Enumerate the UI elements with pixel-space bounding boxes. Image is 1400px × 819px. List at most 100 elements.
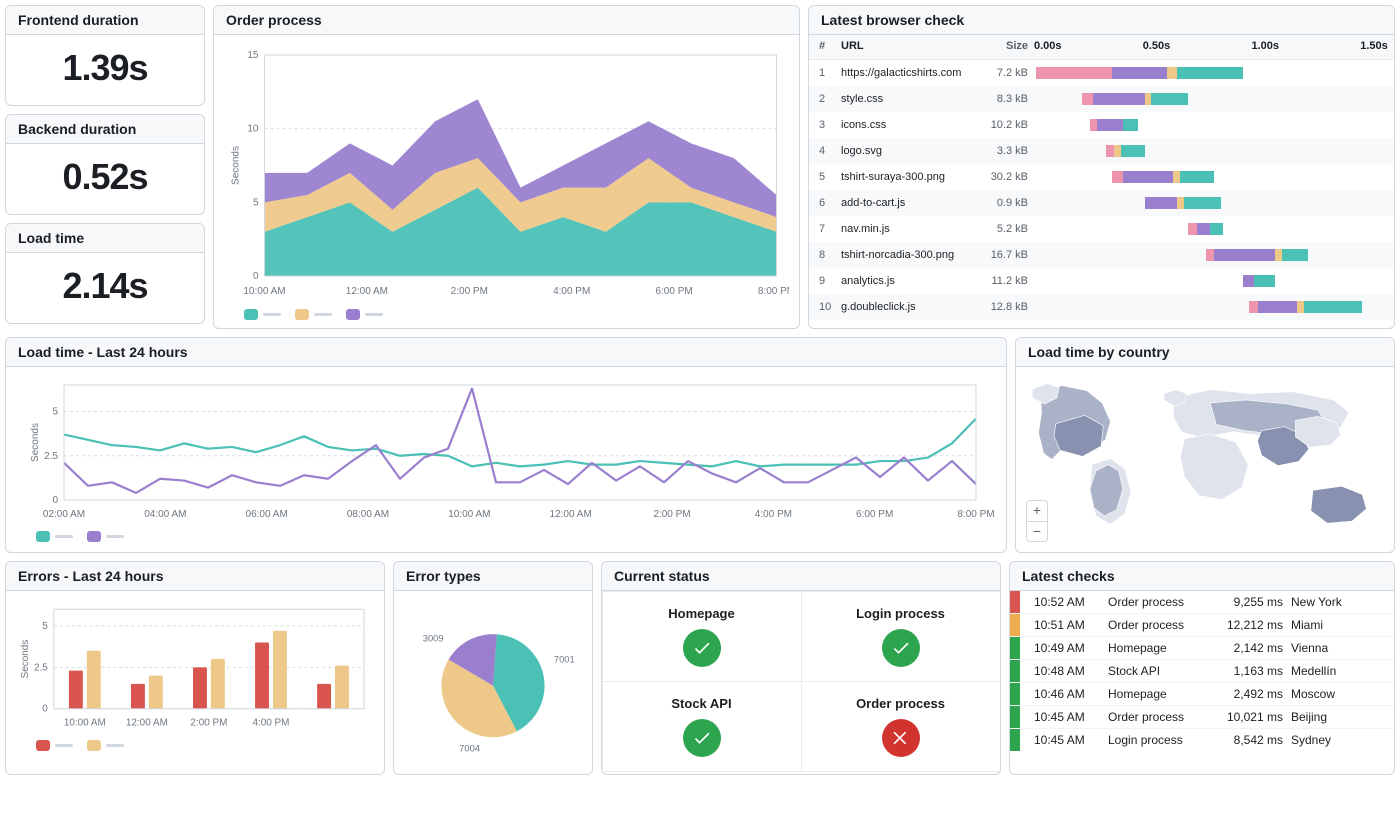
waterfall-row[interactable]: 8 tshirt-norcadia-300.png 16.7 kB [809, 242, 1394, 268]
check-icon [683, 719, 721, 757]
waterfall-row[interactable]: 10 g.doubleclick.js 12.8 kB [809, 294, 1394, 320]
legend-item[interactable] [295, 309, 332, 320]
svg-text:08:00 AM: 08:00 AM [347, 509, 389, 520]
metric-card: Frontend duration 1.39s [5, 5, 205, 106]
check-time: 10:45 AM [1028, 710, 1100, 724]
panel-title: Load time by country [1016, 338, 1394, 367]
legend-item[interactable] [36, 740, 73, 751]
row-size: 30.2 kB [986, 171, 1036, 183]
check-row[interactable]: 10:51 AM Order process 12,212 ms Miami [1010, 613, 1394, 636]
zoom-out-button[interactable]: − [1027, 521, 1047, 541]
row-index: 2 [819, 93, 841, 105]
status-stripe [1010, 660, 1020, 682]
status-stripe [1010, 683, 1020, 705]
cross-icon [882, 719, 920, 757]
metric-card: Backend duration 0.52s [5, 114, 205, 215]
svg-text:12:00 AM: 12:00 AM [346, 286, 388, 297]
errors-24h-panel: Errors - Last 24 hours 02.5510:00 AM12:0… [5, 561, 385, 775]
svg-text:8:00 PM: 8:00 PM [957, 509, 994, 520]
waterfall-row[interactable]: 1 https://galacticshirts.com 7.2 kB [809, 60, 1394, 86]
row-url: style.css [841, 93, 986, 105]
legend-item[interactable] [346, 309, 383, 320]
check-row[interactable]: 10:52 AM Order process 9,255 ms New York [1010, 591, 1394, 613]
check-duration: 2,492 ms [1211, 687, 1283, 701]
svg-text:4:00 PM: 4:00 PM [252, 718, 289, 729]
check-time: 10:45 AM [1028, 733, 1100, 747]
status-item[interactable]: Order process [801, 681, 1001, 772]
row-index: 4 [819, 145, 841, 157]
check-name: Login process [1108, 733, 1203, 747]
svg-text:8:00 PM: 8:00 PM [758, 286, 789, 297]
check-name: Order process [1108, 595, 1203, 609]
legend-item[interactable] [87, 531, 124, 542]
svg-text:4:00 PM: 4:00 PM [755, 509, 792, 520]
check-row[interactable]: 10:49 AM Homepage 2,142 ms Vienna [1010, 636, 1394, 659]
map-zoom-control[interactable]: + − [1026, 500, 1048, 542]
svg-text:7004: 7004 [459, 743, 480, 753]
row-index: 5 [819, 171, 841, 183]
row-url: https://galacticshirts.com [841, 67, 986, 79]
panel-title: Latest browser check [809, 6, 1394, 35]
status-stripe [1010, 591, 1020, 613]
check-time: 10:51 AM [1028, 618, 1100, 632]
svg-text:12:00 AM: 12:00 AM [550, 509, 592, 520]
check-location: Medellín [1291, 664, 1386, 678]
legend-item[interactable] [87, 740, 124, 751]
waterfall-row[interactable]: 4 logo.svg 3.3 kB [809, 138, 1394, 164]
svg-text:6:00 PM: 6:00 PM [856, 509, 893, 520]
row-url: logo.svg [841, 145, 986, 157]
svg-text:2:00 PM: 2:00 PM [190, 718, 227, 729]
legend-item[interactable] [36, 531, 73, 542]
waterfall-row[interactable]: 5 tshirt-suraya-300.png 30.2 kB [809, 164, 1394, 190]
waterfall-bar [1036, 197, 1384, 209]
waterfall-row[interactable]: 2 style.css 8.3 kB [809, 86, 1394, 112]
svg-text:4:00 PM: 4:00 PM [553, 286, 590, 297]
order-process-chart: 05101510:00 AM12:00 AM2:00 PM4:00 PM6:00… [224, 45, 789, 300]
waterfall-row[interactable]: 7 nav.min.js 5.2 kB [809, 216, 1394, 242]
check-location: Sydney [1291, 733, 1386, 747]
legend-item[interactable] [244, 309, 281, 320]
check-time: 10:48 AM [1028, 664, 1100, 678]
row-size: 8.3 kB [986, 93, 1036, 105]
svg-text:5: 5 [52, 407, 58, 418]
chart-legend [6, 736, 384, 759]
svg-text:06:00 AM: 06:00 AM [246, 509, 288, 520]
svg-text:0: 0 [42, 704, 48, 715]
row-index: 6 [819, 197, 841, 209]
status-item[interactable]: Stock API [602, 681, 802, 772]
panel-title: Error types [394, 562, 592, 591]
status-label: Stock API [671, 696, 731, 711]
waterfall-row[interactable]: 3 icons.css 10.2 kB [809, 112, 1394, 138]
row-url: analytics.js [841, 275, 986, 287]
row-size: 16.7 kB [986, 249, 1036, 261]
loadtime-country-panel: Load time by country + − [1015, 337, 1395, 553]
status-label: Order process [856, 696, 945, 711]
status-item[interactable]: Homepage [602, 591, 802, 682]
chart-legend [214, 305, 799, 328]
svg-text:7001: 7001 [554, 654, 575, 664]
check-row[interactable]: 10:45 AM Login process 8,542 ms Sydney [1010, 728, 1394, 751]
svg-text:2.5: 2.5 [34, 662, 48, 673]
waterfall-row[interactable]: 9 analytics.js 11.2 kB [809, 268, 1394, 294]
browser-check-table: # URL Size 0.00s0.50s1.00s1.50s 1 https:… [809, 35, 1394, 320]
check-row[interactable]: 10:46 AM Homepage 2,492 ms Moscow [1010, 682, 1394, 705]
current-status-panel: Current status Homepage Login process St… [601, 561, 1001, 775]
check-duration: 10,021 ms [1211, 710, 1283, 724]
svg-text:2.5: 2.5 [44, 451, 58, 462]
check-row[interactable]: 10:48 AM Stock API 1,163 ms Medellín [1010, 659, 1394, 682]
waterfall-row[interactable]: 6 add-to-cart.js 0.9 kB [809, 190, 1394, 216]
metric-label: Frontend duration [6, 6, 204, 35]
row-index: 1 [819, 67, 841, 79]
svg-text:0: 0 [253, 271, 259, 282]
check-row[interactable]: 10:45 AM Order process 10,021 ms Beijing [1010, 705, 1394, 728]
row-size: 0.9 kB [986, 197, 1036, 209]
row-size: 3.3 kB [986, 145, 1036, 157]
waterfall-bar [1036, 145, 1384, 157]
row-size: 5.2 kB [986, 223, 1036, 235]
check-time: 10:49 AM [1028, 641, 1100, 655]
waterfall-bar [1036, 171, 1384, 183]
zoom-in-button[interactable]: + [1027, 501, 1047, 521]
svg-text:02:00 AM: 02:00 AM [43, 509, 85, 520]
row-index: 9 [819, 275, 841, 287]
status-item[interactable]: Login process [801, 591, 1001, 682]
